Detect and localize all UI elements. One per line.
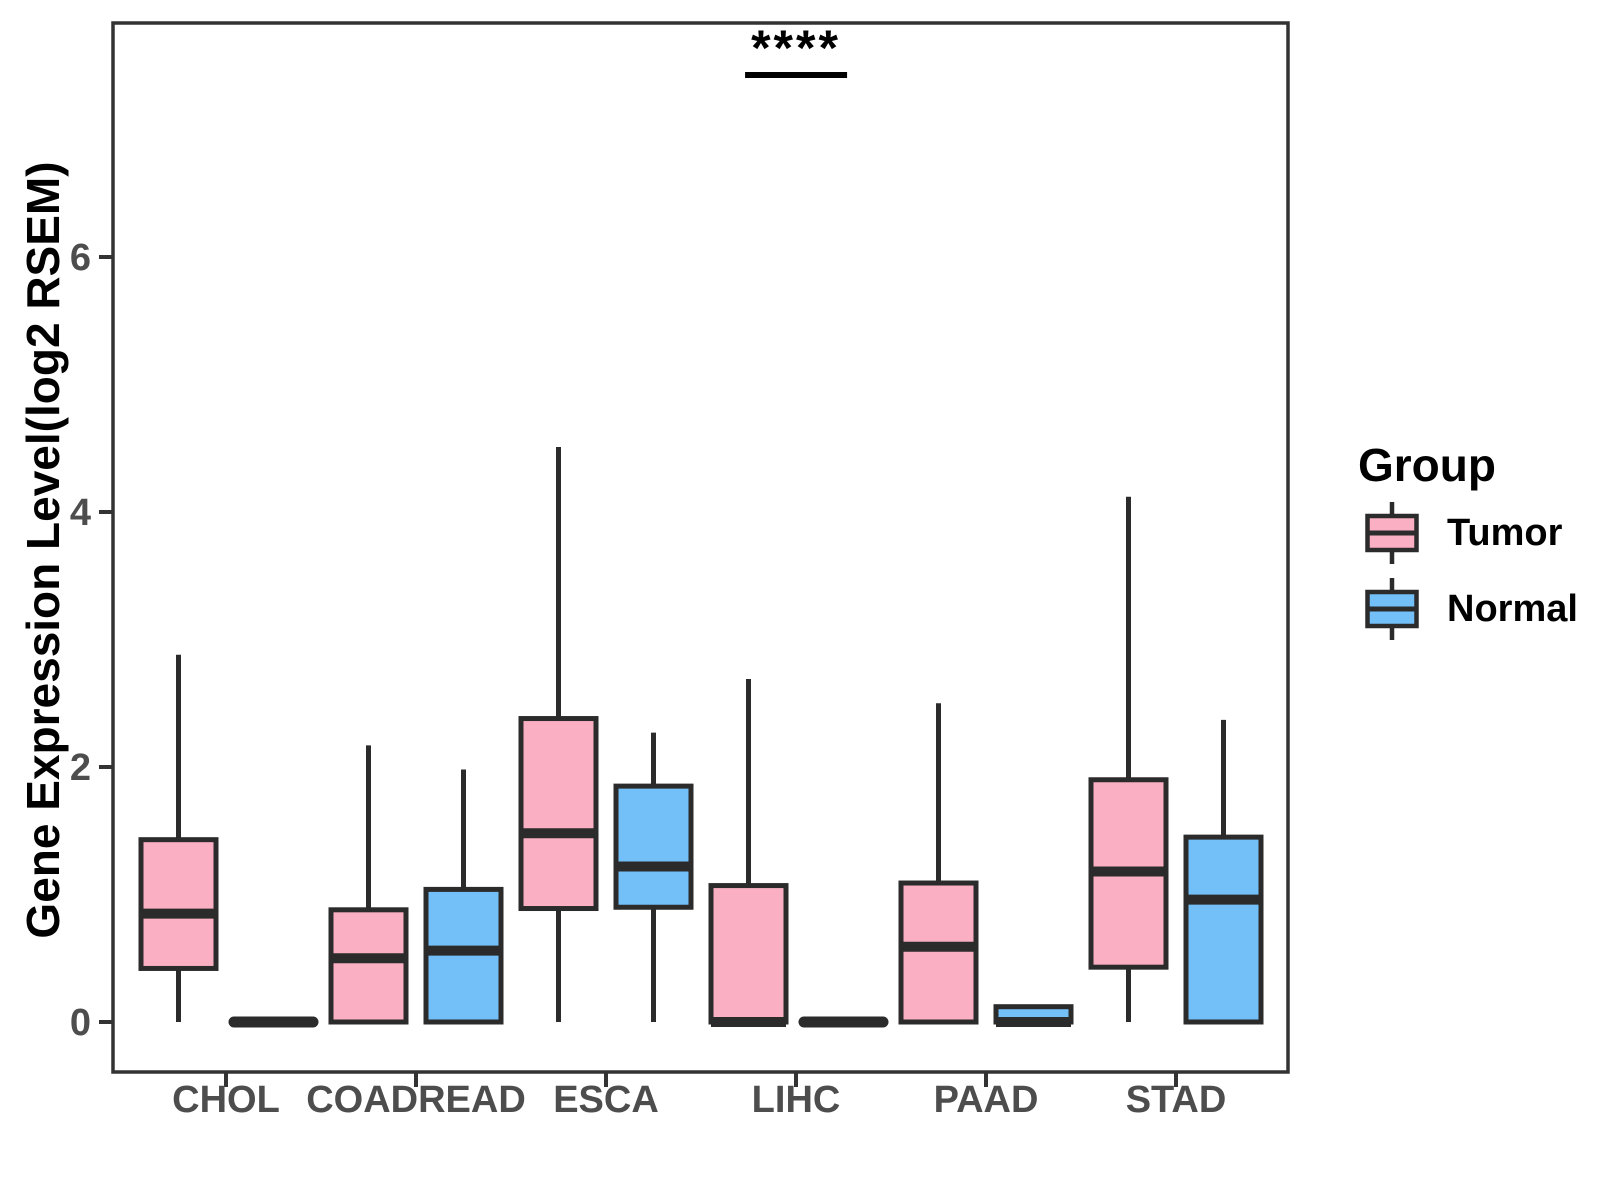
legend-item-normal: Normal [1365, 576, 1590, 642]
box-PAAD-Tumor [898, 880, 979, 1025]
legend-boxplot-glyph-tumor [1365, 502, 1419, 564]
x-axis-tick-label-STAD: STAD [1126, 1079, 1227, 1121]
box-COADREAD-Tumor [328, 907, 409, 1025]
y-axis-tick-label: 6 [70, 237, 91, 279]
legend-label-normal: Normal [1447, 587, 1578, 630]
x-axis-tick-label-CHOL: CHOL [172, 1079, 280, 1121]
legend-title: Group [1358, 439, 1496, 491]
legend-label-tumor: Tumor [1447, 511, 1563, 554]
significance-annotation: **** [745, 23, 847, 78]
x-axis-tick-label-PAAD: PAAD [934, 1079, 1039, 1121]
y-axis-title: Gene Expression Level(log2 RSEM) [17, 161, 69, 939]
legend-item-tumor: Tumor [1365, 500, 1590, 566]
y-axis-tick-label: 4 [70, 492, 91, 534]
legend-boxplot-glyph-normal [1365, 578, 1419, 640]
box-LIHC-Tumor [708, 883, 789, 1025]
x-axis-tick-label-LIHC: LIHC [752, 1079, 841, 1121]
box-CHOL-Tumor [138, 837, 219, 971]
box-STAD-Normal [1183, 834, 1264, 1025]
x-axis-tick-label-ESCA: ESCA [553, 1079, 659, 1121]
legend-items: Tumor Normal [1330, 500, 1590, 642]
box-ESCA-Normal [613, 783, 694, 910]
x-axis-tick-label-COADREAD: COADREAD [306, 1079, 526, 1121]
y-axis-tick-label: 0 [70, 1002, 91, 1044]
legend: Group Tumor Normal [1330, 440, 1590, 642]
box-ESCA-Tumor [518, 716, 599, 912]
box-COADREAD-Normal [423, 886, 504, 1025]
y-axis-tick-label: 2 [70, 747, 91, 789]
plot-panel-border [111, 21, 1290, 1074]
